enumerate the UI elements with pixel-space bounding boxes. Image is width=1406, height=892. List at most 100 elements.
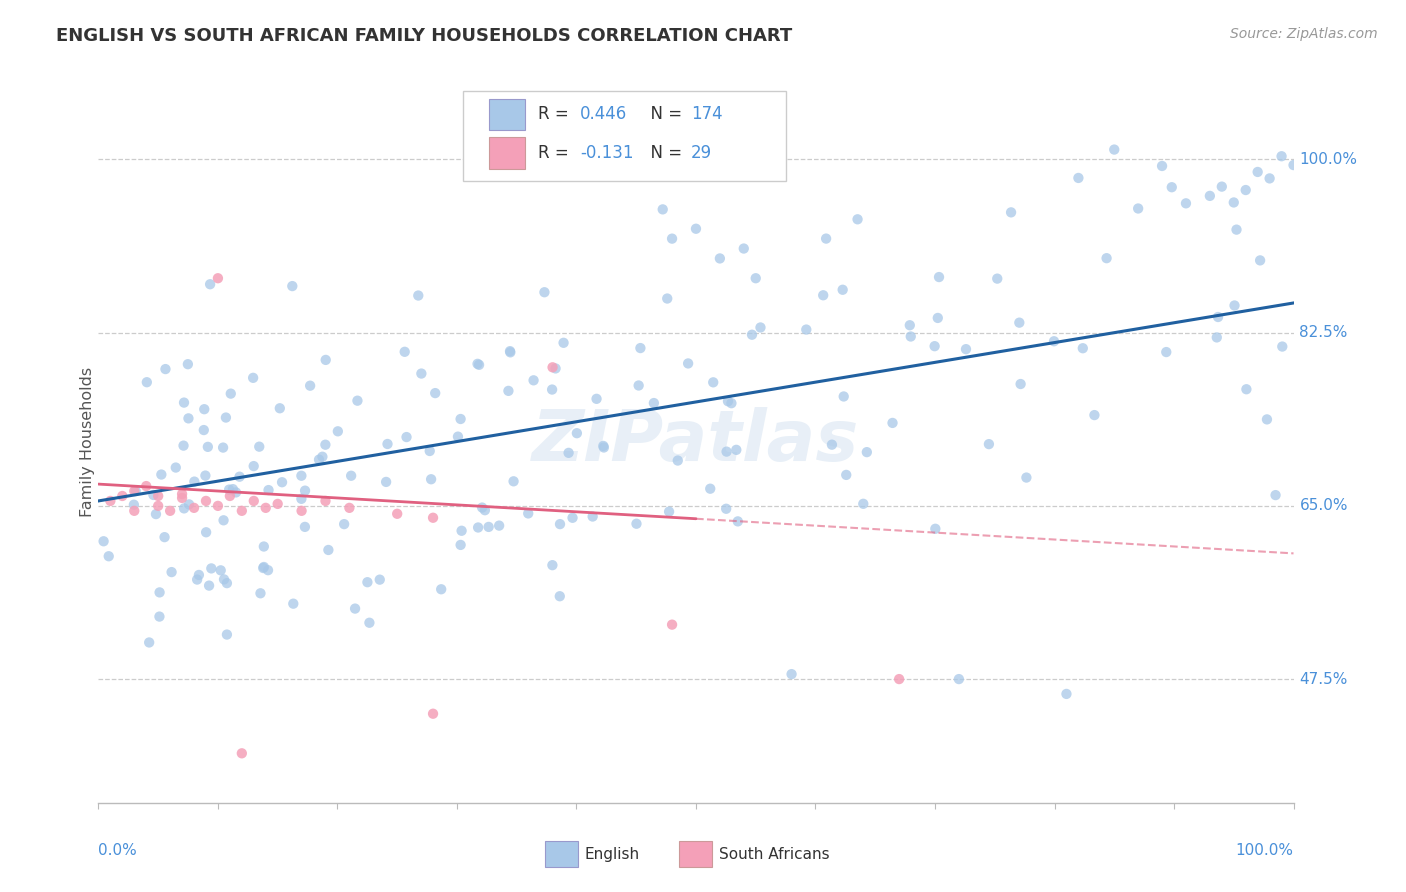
Point bbox=[927, 310, 949, 325]
Text: -0.131: -0.131 bbox=[581, 144, 634, 161]
Point bbox=[149, 585, 172, 599]
FancyBboxPatch shape bbox=[489, 136, 524, 169]
Point bbox=[541, 558, 564, 573]
Point bbox=[1056, 687, 1078, 701]
Point bbox=[977, 437, 1000, 451]
Point bbox=[93, 534, 115, 549]
Point bbox=[1010, 377, 1032, 392]
Point bbox=[1152, 159, 1174, 173]
Point bbox=[290, 491, 312, 506]
Point bbox=[177, 497, 200, 511]
FancyBboxPatch shape bbox=[463, 91, 786, 181]
Point bbox=[471, 500, 494, 515]
Point bbox=[1175, 196, 1198, 211]
Point bbox=[467, 520, 489, 534]
Point bbox=[150, 467, 173, 482]
Point bbox=[283, 597, 305, 611]
Point bbox=[499, 345, 522, 359]
Point bbox=[207, 499, 229, 513]
Point bbox=[225, 485, 247, 500]
Point bbox=[811, 288, 834, 302]
Point bbox=[98, 494, 122, 508]
Point bbox=[148, 499, 170, 513]
Point bbox=[478, 520, 501, 534]
Text: 0.446: 0.446 bbox=[581, 105, 627, 123]
Point bbox=[215, 410, 238, 425]
Text: 100.0%: 100.0% bbox=[1299, 152, 1358, 167]
Point bbox=[291, 504, 314, 518]
Point bbox=[745, 271, 768, 285]
Point bbox=[231, 504, 253, 518]
Point bbox=[177, 357, 200, 371]
Point bbox=[557, 446, 579, 460]
Point bbox=[1205, 330, 1227, 344]
Point bbox=[815, 231, 838, 245]
Point bbox=[1104, 143, 1126, 157]
Point bbox=[253, 540, 276, 554]
Point bbox=[657, 292, 679, 306]
Point bbox=[243, 494, 266, 508]
Point bbox=[548, 589, 571, 603]
Point bbox=[359, 615, 381, 630]
Text: 29: 29 bbox=[692, 144, 713, 161]
Point bbox=[928, 270, 950, 285]
Point bbox=[666, 453, 689, 467]
Text: ZIPatlas: ZIPatlas bbox=[533, 407, 859, 476]
Point bbox=[419, 444, 441, 458]
Point bbox=[153, 530, 176, 544]
Text: R =: R = bbox=[538, 144, 574, 161]
Point bbox=[271, 475, 294, 490]
Point bbox=[315, 494, 337, 508]
Point bbox=[356, 575, 378, 590]
Point bbox=[267, 497, 290, 511]
Point bbox=[498, 384, 520, 398]
Text: English: English bbox=[585, 847, 640, 862]
Point bbox=[898, 318, 921, 333]
Point bbox=[831, 283, 853, 297]
Point bbox=[212, 513, 235, 527]
Point bbox=[889, 672, 911, 686]
Point bbox=[186, 573, 208, 587]
Point bbox=[257, 483, 280, 497]
Text: 100.0%: 100.0% bbox=[1236, 843, 1294, 857]
Text: ENGLISH VS SOUTH AFRICAN FAMILY HOUSEHOLDS CORRELATION CHART: ENGLISH VS SOUTH AFRICAN FAMILY HOUSEHOL… bbox=[56, 27, 793, 45]
Point bbox=[197, 440, 219, 454]
Point bbox=[882, 416, 904, 430]
Text: 0.0%: 0.0% bbox=[98, 843, 138, 857]
Point bbox=[339, 500, 361, 515]
Point bbox=[228, 469, 250, 483]
Point bbox=[253, 560, 276, 574]
Point bbox=[377, 437, 399, 451]
Point bbox=[582, 509, 605, 524]
Point bbox=[900, 329, 922, 343]
Text: N =: N = bbox=[640, 105, 688, 123]
Point bbox=[702, 376, 724, 390]
Point bbox=[832, 389, 855, 403]
Point bbox=[450, 524, 472, 538]
Point bbox=[565, 426, 588, 441]
Point bbox=[142, 488, 165, 502]
Point bbox=[1067, 170, 1090, 185]
Point bbox=[741, 327, 763, 342]
Point bbox=[311, 450, 333, 464]
Point bbox=[183, 475, 205, 489]
Point bbox=[124, 483, 146, 498]
Point bbox=[200, 561, 222, 575]
Point bbox=[195, 525, 218, 540]
Point bbox=[172, 487, 194, 501]
Point bbox=[709, 252, 731, 266]
Text: R =: R = bbox=[538, 105, 574, 123]
Text: 47.5%: 47.5% bbox=[1299, 672, 1348, 687]
Point bbox=[548, 517, 571, 532]
Point bbox=[714, 501, 737, 516]
Point bbox=[269, 401, 291, 416]
Point bbox=[499, 344, 522, 359]
Point bbox=[1008, 316, 1031, 330]
Point bbox=[344, 601, 367, 615]
Point bbox=[856, 445, 879, 459]
Point bbox=[1154, 345, 1177, 359]
Point bbox=[553, 335, 575, 350]
Point bbox=[145, 507, 167, 521]
Point bbox=[160, 565, 183, 579]
Point bbox=[661, 617, 683, 632]
